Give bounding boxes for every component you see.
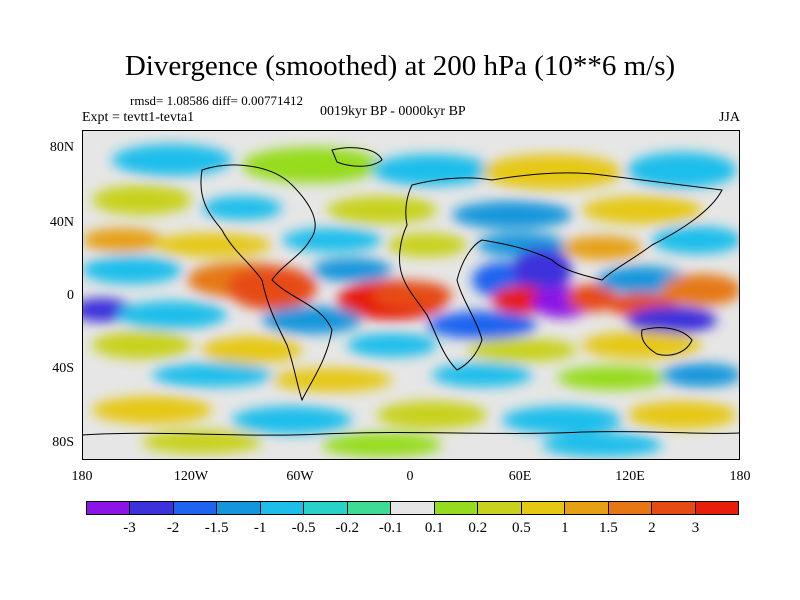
colorbar-label: 1.5 (599, 520, 618, 536)
colorbar-label: -2 (166, 520, 180, 536)
colorbar-label: -3 (123, 520, 136, 536)
coastlines (81, 147, 741, 436)
x-tick-180e: 180 (729, 469, 751, 484)
colorbar-label: -1 (253, 520, 267, 536)
colorbar-label: 2 (648, 520, 656, 536)
colorbar-label: 0.2 (468, 520, 488, 536)
colorbar-label: 0.1 (424, 520, 444, 536)
colorbar (86, 501, 739, 515)
colorbar-swatch (304, 502, 348, 514)
rmsd-diff-stats: rmsd= 1.08586 diff= 0.00771412 (130, 93, 303, 108)
colorbar-swatch (478, 502, 522, 514)
x-tick-60e: 60E (508, 469, 532, 484)
y-tick-0: 0 (67, 288, 74, 303)
time-period-label: 0019kyr BP - 0000kyr BP (320, 104, 466, 119)
colorbar-label: -0.2 (335, 520, 360, 536)
colorbar-label: -1.5 (204, 520, 229, 536)
colorbar-swatch (608, 502, 653, 514)
colorbar-swatch (87, 502, 131, 514)
colorbar-swatch (260, 502, 305, 514)
x-tick-180w: 180 (71, 469, 93, 484)
x-tick-120e: 120E (615, 469, 645, 484)
colorbar-swatch (521, 502, 566, 514)
y-tick-40s: 40S (52, 361, 74, 376)
y-tick-40n: 40N (49, 215, 74, 230)
colorbar-swatch (173, 502, 218, 514)
y-tick-80s: 80S (52, 435, 74, 450)
season-label: JJA (718, 110, 740, 125)
colorbar-label: -0.5 (291, 520, 316, 536)
colorbar-swatch (217, 502, 261, 514)
experiment-label: Expt = tevtt1-tevta1 (82, 110, 195, 125)
x-tick-120w: 120W (173, 469, 209, 484)
colorbar-swatch (130, 502, 174, 514)
x-tick-60w: 60W (286, 469, 314, 484)
colorbar-swatch (347, 502, 392, 514)
y-tick-80n: 80N (49, 140, 74, 155)
map-canvas (81, 130, 741, 460)
colorbar-swatch (434, 502, 479, 514)
colorbar-swatch (391, 502, 435, 514)
colorbar-label: -0.1 (378, 520, 403, 536)
colorbar-swatch (695, 502, 739, 514)
x-tick-0: 0 (406, 469, 414, 484)
plot-title: Divergence (smoothed) at 200 hPa (10**6 … (124, 50, 676, 82)
colorbar-swatch (565, 502, 609, 514)
colorbar-swatch (652, 502, 696, 514)
divergence-field (82, 144, 740, 457)
map-frame (82, 130, 740, 460)
divergence-map (81, 130, 741, 460)
colorbar-label: 3 (691, 520, 700, 536)
colorbar-label: 0.5 (511, 520, 531, 536)
colorbar-label: 1 (561, 520, 569, 536)
